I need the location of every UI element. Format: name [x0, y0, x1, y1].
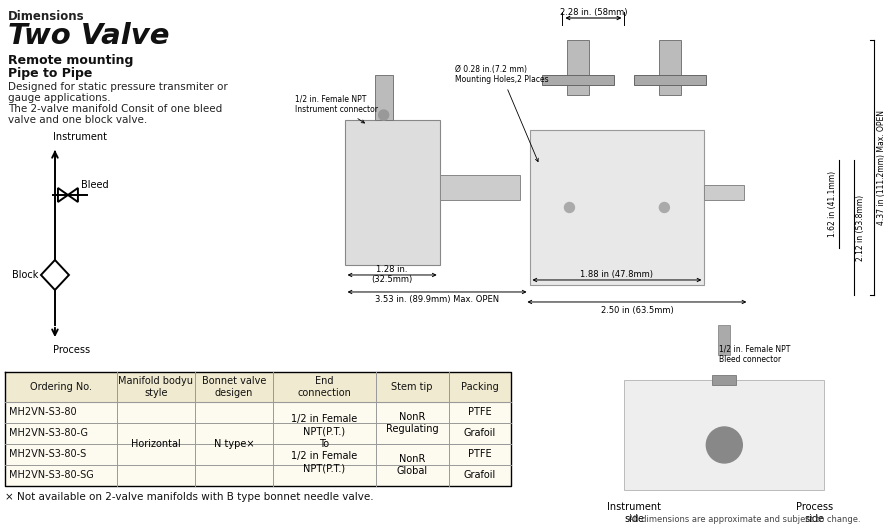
Bar	[440, 175, 519, 200]
Text: Instrument
side: Instrument side	[607, 502, 662, 524]
Text: 2.50 in (63.5mm): 2.50 in (63.5mm)	[601, 306, 673, 315]
Text: 1.28 in.
(32.5mm): 1.28 in. (32.5mm)	[372, 265, 413, 285]
Text: × Not available on 2-valve manifolds with B type bonnet needle valve.: × Not available on 2-valve manifolds wit…	[5, 492, 374, 502]
Text: Remote mounting: Remote mounting	[8, 54, 133, 67]
Text: Grafoil: Grafoil	[463, 428, 495, 438]
Bar	[345, 120, 440, 265]
Bar	[660, 40, 681, 95]
Text: The 2-valve manifold Consit of one bleed: The 2-valve manifold Consit of one bleed	[8, 104, 223, 114]
Text: N type×: N type×	[214, 439, 254, 449]
Circle shape	[706, 427, 742, 463]
Circle shape	[660, 202, 670, 213]
Text: Bleed: Bleed	[81, 180, 108, 190]
Text: NonR
Regulating: NonR Regulating	[386, 412, 438, 434]
Bar	[718, 325, 730, 355]
Text: PTFE: PTFE	[468, 408, 492, 418]
Bar	[704, 185, 745, 200]
Text: PTFE: PTFE	[468, 449, 492, 460]
Bar	[5, 465, 510, 486]
Text: Grafoil: Grafoil	[463, 471, 495, 481]
Text: Packing: Packing	[460, 382, 499, 392]
Text: 2.12 in (53.8mm): 2.12 in (53.8mm)	[856, 195, 865, 261]
Circle shape	[379, 110, 389, 120]
Text: 3.53 in. (89.9mm) Max. OPEN: 3.53 in. (89.9mm) Max. OPEN	[375, 295, 499, 304]
Text: Manifold bodyu
style: Manifold bodyu style	[118, 376, 193, 398]
Text: Two Valve: Two Valve	[8, 22, 170, 50]
Text: NonR
Global: NonR Global	[397, 454, 427, 476]
Bar	[5, 423, 510, 444]
Circle shape	[564, 202, 575, 213]
Text: MH2VN-S3-80-S: MH2VN-S3-80-S	[9, 449, 86, 460]
Text: Process
side: Process side	[796, 502, 833, 524]
Text: MH2VN-S3-80: MH2VN-S3-80	[9, 408, 77, 418]
Text: MH2VN-S3-80-G: MH2VN-S3-80-G	[9, 428, 88, 438]
Bar	[5, 372, 510, 402]
Bar	[5, 444, 510, 465]
Text: Designed for static pressure transmiter or: Designed for static pressure transmiter …	[8, 82, 228, 92]
Text: All dimensions are approximate and subject to change.: All dimensions are approximate and subje…	[628, 515, 861, 524]
Text: Bonnet valve
desigen: Bonnet valve desigen	[201, 376, 266, 398]
Text: 4.37 in (111.2mm) Max. OPEN: 4.37 in (111.2mm) Max. OPEN	[877, 110, 886, 225]
Bar	[543, 75, 614, 85]
Text: End
connection: End connection	[298, 376, 351, 398]
Text: 1/2 in Female
NPT(P.T.)
To
1/2 in Female
NPT(P.T.): 1/2 in Female NPT(P.T.) To 1/2 in Female…	[291, 414, 358, 474]
Text: 2.28 in. (58mm): 2.28 in. (58mm)	[560, 8, 628, 17]
Bar	[713, 375, 737, 385]
Text: Ø 0.28 in.(7.2 mm)
Mounting Holes,2 Places: Ø 0.28 in.(7.2 mm) Mounting Holes,2 Plac…	[454, 65, 548, 162]
Text: 1.62 in (41.1mm): 1.62 in (41.1mm)	[828, 171, 837, 237]
Bar	[568, 40, 589, 95]
Text: Dimensions: Dimensions	[8, 10, 85, 23]
Text: MH2VN-S3-80-SG: MH2VN-S3-80-SG	[9, 471, 94, 481]
Text: Horizontal: Horizontal	[131, 439, 181, 449]
Bar	[529, 130, 704, 285]
Bar	[624, 380, 824, 490]
Bar	[635, 75, 706, 85]
Text: 1/2 in. Female NPT
Instrument connector: 1/2 in. Female NPT Instrument connector	[295, 95, 378, 123]
Text: Process: Process	[53, 345, 90, 355]
Text: 1/2 in. Female NPT
Bleed connector: 1/2 in. Female NPT Bleed connector	[720, 345, 790, 364]
Text: Block: Block	[12, 270, 38, 280]
Text: 1.88 in (47.8mm): 1.88 in (47.8mm)	[580, 270, 654, 279]
Bar	[5, 402, 510, 423]
Text: Instrument: Instrument	[53, 132, 107, 142]
Text: Pipe to Pipe: Pipe to Pipe	[8, 67, 92, 80]
Text: Stem tip: Stem tip	[392, 382, 433, 392]
Text: Ordering No.: Ordering No.	[30, 382, 92, 392]
Text: valve and one block valve.: valve and one block valve.	[8, 115, 148, 125]
Text: gauge applications.: gauge applications.	[8, 93, 111, 103]
Bar	[375, 75, 392, 120]
